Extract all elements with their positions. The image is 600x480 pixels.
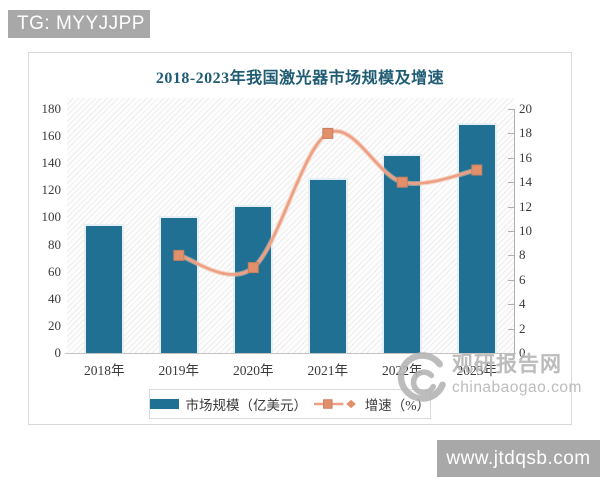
x-axis-label-2018年: 2018年	[84, 363, 125, 378]
growth-line-path	[178, 129, 478, 276]
right-axis-tick-12: 12	[519, 198, 532, 214]
right-axis-tick-6: 6	[519, 271, 526, 287]
right-axis-tickmark-6	[508, 279, 514, 281]
right-axis-tick-0: 0	[519, 345, 526, 360]
legend-line-label: 增速（%）	[364, 398, 430, 413]
right-axis-tick-18: 18	[519, 125, 532, 141]
chart-container: 2018-2023年我国激光器市场规模及增速 0 20 40 60 80 100 120 14…	[28, 52, 572, 425]
right-axis-tick-20: 20	[519, 101, 532, 116]
bar-2019年	[158, 216, 199, 353]
legend-line-swatch	[314, 399, 356, 409]
plot-area	[67, 98, 514, 353]
legend-bar-swatch	[150, 399, 179, 409]
x-axis-label-2021年: 2021年	[307, 363, 349, 378]
bar-2022年	[382, 153, 423, 353]
growth-marker	[396, 176, 408, 188]
left-axis-tick-100: 100	[41, 209, 62, 225]
growth-marker	[471, 164, 483, 176]
right-axis-tickmark-16	[508, 157, 514, 159]
left-axis-tick-0: 0	[54, 345, 62, 360]
right-axis-tickmark-14	[508, 182, 514, 184]
right-axis-tick-4: 4	[519, 296, 526, 312]
right-axis-tickmark-12	[508, 206, 514, 208]
x-axis-label-2019年: 2019年	[158, 363, 200, 378]
left-axis-tick-20: 20	[48, 317, 61, 333]
site-banner-label: www.jtdqsb.com	[446, 448, 591, 469]
bar-2020年	[233, 205, 274, 353]
left-axis-tick-60: 60	[48, 263, 61, 279]
right-axis-tick-2: 2	[519, 320, 526, 336]
left-axis-tick-80: 80	[48, 236, 61, 252]
bar-2023年	[456, 122, 497, 353]
right-axis-tickmark-10	[508, 231, 514, 232]
right-axis-tick-16: 16	[519, 149, 532, 165]
right-axis-tickmark-4	[508, 304, 514, 306]
growth-marker	[247, 262, 259, 274]
site-banner: www.jtdqsb.com	[437, 440, 600, 477]
left-axis-tick-140: 140	[41, 155, 62, 171]
right-axis-line	[514, 109, 515, 354]
growth-marker	[322, 127, 334, 139]
left-axis-tick-160: 160	[41, 128, 62, 144]
left-axis-tick-40: 40	[48, 290, 61, 306]
growth-marker	[173, 249, 185, 261]
right-axis-tickmark-8	[508, 255, 514, 257]
right-axis-tickmark-2	[508, 328, 514, 330]
x-axis-label-2023年: 2023年	[456, 363, 498, 378]
growth-line-series	[173, 127, 483, 277]
bar-2021年	[307, 178, 348, 353]
right-axis-tick-8: 8	[519, 247, 526, 263]
x-axis-label-2022年: 2022年	[382, 363, 423, 378]
x-axis-line	[65, 353, 516, 354]
tg-badge-label: TG: MYYJJPP	[17, 13, 145, 34]
chart-title: 2018-2023年我国激光器市场规模及增速	[155, 70, 445, 87]
legend: 市场规模（亿美元） 增速（%）	[149, 389, 431, 419]
bar-2018年	[84, 224, 125, 353]
right-axis-tick-14: 14	[519, 174, 532, 190]
right-axis-tick-10: 10	[519, 223, 532, 238]
right-axis-tickmark-20	[508, 109, 514, 110]
x-axis-label-2020年: 2020年	[233, 363, 274, 378]
right-axis-tickmark-18	[508, 133, 514, 135]
legend-bar-label: 市场规模（亿美元）	[185, 398, 308, 413]
tg-badge: TG: MYYJJPP	[8, 10, 150, 38]
left-axis-tick-180: 180	[41, 101, 62, 116]
left-axis-tick-120: 120	[41, 182, 62, 198]
